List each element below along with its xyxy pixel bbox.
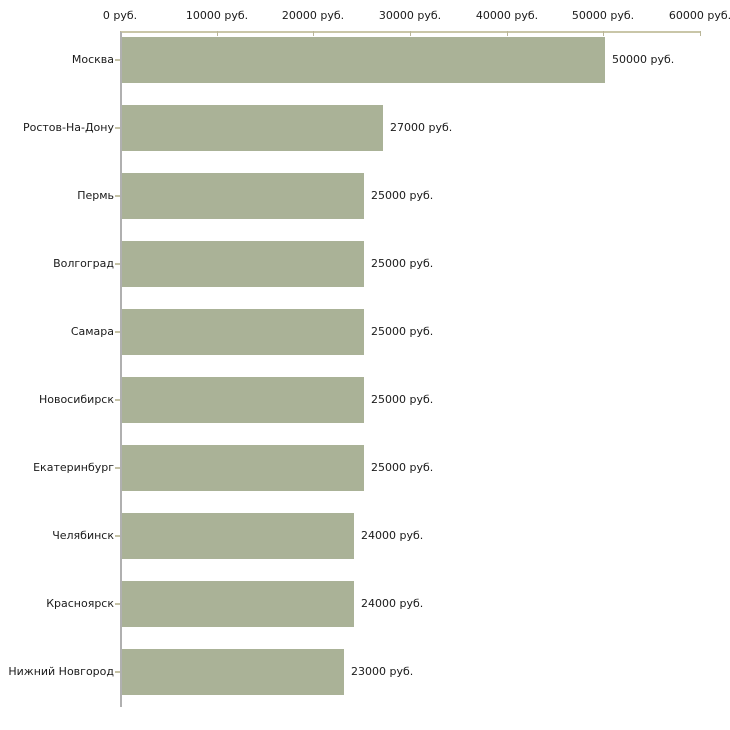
bar-value-label: 50000 руб. <box>612 53 675 66</box>
bar-value-label: 24000 руб. <box>361 597 424 610</box>
category-tick-mark <box>115 467 120 469</box>
x-tick-label: 60000 руб. <box>668 9 730 22</box>
category-tick-mark <box>115 399 120 401</box>
category-label: Ростов-На-Дону <box>22 121 114 134</box>
bar <box>122 309 364 355</box>
bar-value-label: 23000 руб. <box>351 665 414 678</box>
bar <box>122 377 364 423</box>
x-tick-mark <box>700 31 701 36</box>
bar <box>122 445 364 491</box>
category-label: Красноярск <box>46 597 114 610</box>
x-tick-label: 30000 руб. <box>378 9 442 22</box>
x-tick-label: 10000 руб. <box>185 9 249 22</box>
category-label: Новосибирск <box>38 393 114 406</box>
category-tick-mark <box>115 671 120 673</box>
bar-value-label: 25000 руб. <box>371 461 434 474</box>
category-tick-mark <box>115 331 120 333</box>
bar <box>122 173 364 219</box>
category-tick-mark <box>115 59 120 61</box>
category-label: Екатеринбург <box>33 461 114 474</box>
x-tick-label: 20000 руб. <box>281 9 345 22</box>
bar-value-label: 25000 руб. <box>371 189 434 202</box>
x-tick-label: 0 руб. <box>102 9 138 22</box>
category-label: Пермь <box>77 189 114 202</box>
category-tick-mark <box>115 127 120 129</box>
bar <box>122 513 354 559</box>
bar-value-label: 25000 руб. <box>371 393 434 406</box>
category-tick-mark <box>115 195 120 197</box>
bar <box>122 37 605 83</box>
x-tick-label: 50000 руб. <box>571 9 635 22</box>
category-tick-mark <box>115 535 120 537</box>
x-tick-mark <box>603 31 604 36</box>
category-label: Волгоград <box>53 257 114 270</box>
x-tick-label: 40000 руб. <box>475 9 539 22</box>
category-label: Москва <box>71 53 114 66</box>
category-label: Самара <box>70 325 114 338</box>
x-tick-mark <box>410 31 411 36</box>
x-tick-mark <box>313 31 314 36</box>
bar-value-label: 24000 руб. <box>361 529 424 542</box>
bar <box>122 105 383 151</box>
bar-value-label: 25000 руб. <box>371 325 434 338</box>
bar-value-label: 25000 руб. <box>371 257 434 270</box>
bar <box>122 649 344 695</box>
bar <box>122 581 354 627</box>
category-tick-mark <box>115 603 120 605</box>
y-axis-line <box>120 32 122 707</box>
category-label: Нижний Новгород <box>8 665 114 678</box>
category-tick-mark <box>115 263 120 265</box>
category-label: Челябинск <box>52 529 114 542</box>
bar <box>122 241 364 287</box>
bar-value-label: 27000 руб. <box>390 121 453 134</box>
x-tick-mark <box>217 31 218 36</box>
x-tick-mark <box>507 31 508 36</box>
